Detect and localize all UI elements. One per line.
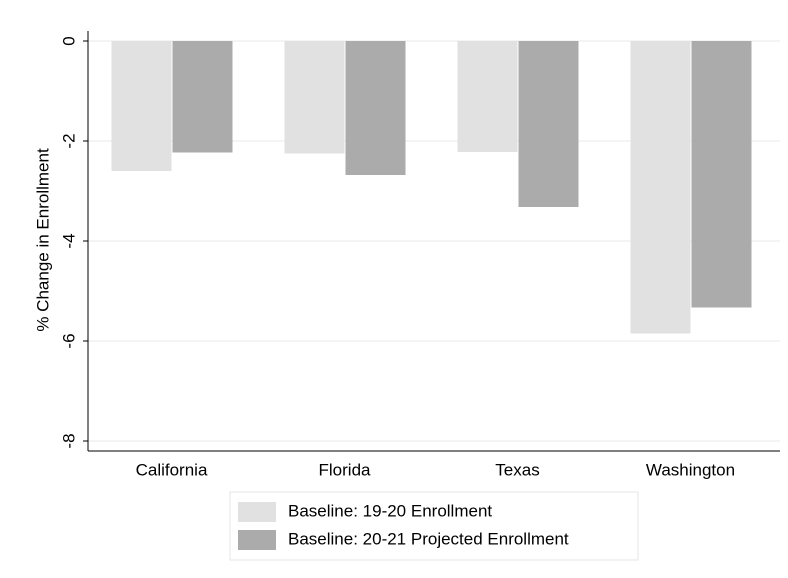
x-tick-label: Washington <box>646 460 735 479</box>
bar <box>457 41 518 152</box>
legend-swatch <box>238 530 276 550</box>
x-tick-label: Florida <box>319 460 372 479</box>
legend-swatch <box>238 502 276 522</box>
bar <box>284 41 345 154</box>
y-tick-label: -8 <box>59 433 78 448</box>
y-axis-label: % Change in Enrollment <box>33 148 52 332</box>
bar <box>518 41 579 207</box>
y-tick-label: -4 <box>59 233 78 248</box>
bar <box>630 41 691 334</box>
legend-label: Baseline: 20-21 Projected Enrollment <box>288 529 569 548</box>
bar <box>345 41 406 175</box>
y-tick-label: 0 <box>59 36 78 45</box>
bar <box>111 41 172 171</box>
bar <box>691 41 752 308</box>
legend-label: Baseline: 19-20 Enrollment <box>288 501 492 520</box>
legend <box>229 491 639 561</box>
x-tick-label: California <box>136 460 208 479</box>
y-tick-label: -6 <box>59 333 78 348</box>
x-tick-label: Texas <box>495 460 539 479</box>
bar <box>172 41 233 153</box>
y-tick-label: -2 <box>59 133 78 148</box>
